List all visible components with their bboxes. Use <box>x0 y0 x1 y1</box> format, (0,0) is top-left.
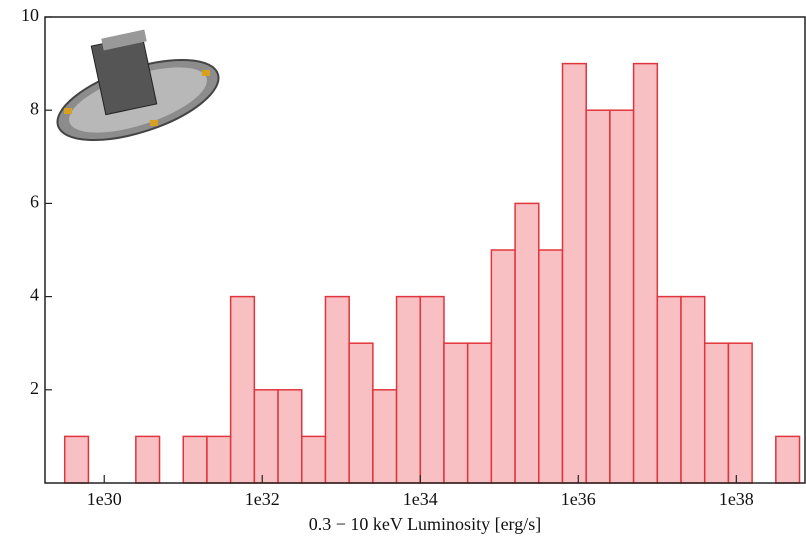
bar <box>207 436 231 483</box>
bar <box>349 343 373 483</box>
x-tick-label: 1e34 <box>403 489 438 509</box>
bar <box>657 297 681 483</box>
y-tick-label: 10 <box>21 5 39 25</box>
bar <box>254 390 278 483</box>
bar <box>586 110 610 483</box>
y-tick-label: 4 <box>30 285 39 305</box>
satellite-illustration <box>48 30 228 157</box>
y-tick-label: 8 <box>30 98 39 118</box>
bar <box>65 436 89 483</box>
bar <box>634 64 658 483</box>
x-tick-label: 1e32 <box>245 489 280 509</box>
x-tick-label: 1e36 <box>561 489 596 509</box>
bar <box>728 343 752 483</box>
bar <box>705 343 729 483</box>
bar <box>610 110 634 483</box>
bar <box>278 390 302 483</box>
bar <box>325 297 349 483</box>
y-tick-label: 2 <box>30 378 39 398</box>
bar <box>491 250 515 483</box>
bar <box>776 436 800 483</box>
y-tick-label: 6 <box>30 192 39 212</box>
x-axis-label: 0.3 − 10 keV Luminosity [erg/s] <box>309 514 541 534</box>
bar <box>373 390 397 483</box>
bar <box>562 64 586 483</box>
bar <box>231 297 255 483</box>
bar <box>302 436 326 483</box>
bar <box>420 297 444 483</box>
bar <box>397 297 421 483</box>
bar <box>444 343 468 483</box>
bar <box>539 250 563 483</box>
bar <box>136 436 160 483</box>
chart: 0.3 − 10 keV Luminosity [erg/s] 2 4 6 8 10 1e… <box>0 0 806 539</box>
bar <box>468 343 492 483</box>
x-tick-label: 1e30 <box>87 489 122 509</box>
bar <box>515 203 539 483</box>
bar <box>681 297 705 483</box>
bar <box>183 436 207 483</box>
x-tick-label: 1e38 <box>719 489 754 509</box>
